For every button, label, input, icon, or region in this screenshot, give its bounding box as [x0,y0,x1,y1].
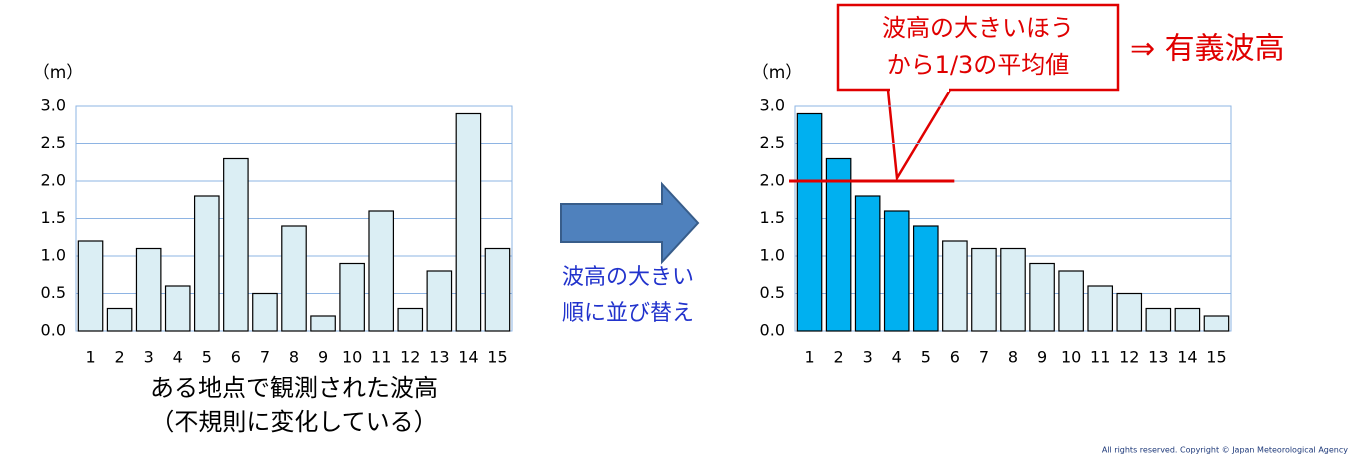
x-tick-label: 9 [1037,348,1047,367]
callout-text: 波高の大きいほう [882,14,1074,42]
y-tick-label: 2.0 [760,171,785,190]
x-tick-label: 3 [144,348,154,367]
x-tick-label: 8 [289,348,299,367]
x-tick-label: 15 [487,348,507,367]
x-tick-label: 4 [173,348,183,367]
bar [1203,315,1230,332]
y-tick-label: 1.0 [760,246,785,265]
y-tick-label: 2.0 [41,171,66,190]
x-tick-label: 7 [260,348,270,367]
caption: ある地点で観測された波高 [150,374,438,402]
arrow [560,181,700,265]
x-tick-label: 15 [1206,348,1226,367]
bar [310,315,336,332]
y-axis-label: （m） [752,63,803,83]
x-tick-label: 7 [979,348,989,367]
bar [455,112,482,332]
bar [252,292,278,332]
x-tick-label: 2 [834,348,844,367]
y-tick-label: 1.5 [760,208,785,227]
x-tick-label: 9 [318,348,328,367]
x-tick-label: 6 [950,348,960,367]
bar [796,112,823,332]
y-tick-label: 3.0 [760,96,785,115]
x-tick-label: 1 [85,348,95,367]
result-label: ⇒ 有義波高 [1130,32,1285,67]
x-tick-label: 1 [804,348,814,367]
callout-gap [890,86,949,92]
bar [1087,285,1114,332]
callout-pointer [886,89,952,182]
x-tick-label: 4 [892,348,902,367]
bar [1058,270,1084,332]
bar [883,210,910,332]
x-tick-label: 13 [429,348,449,367]
x-tick-label: 12 [1119,348,1139,367]
y-tick-label: 0.5 [760,283,785,302]
bar [106,307,133,332]
bar [397,307,424,332]
y-tick-label: 1.0 [41,246,66,265]
bar [77,240,104,332]
bar [164,285,191,332]
bar [971,247,997,332]
bar [854,195,881,332]
bar [368,210,395,332]
y-tick-label: 1.5 [41,208,66,227]
bar [1174,307,1201,332]
bar [1000,247,1026,332]
y-tick-label: 2.5 [41,133,66,152]
x-tick-label: 3 [863,348,873,367]
x-tick-label: 10 [1061,348,1081,367]
caption: （不規則に変化している） [150,408,437,436]
x-tick-label: 12 [400,348,420,367]
bar [912,225,939,332]
bar [223,157,249,332]
x-tick-label: 11 [1090,348,1110,367]
y-tick-label: 0.0 [760,321,785,340]
x-tick-label: 14 [1177,348,1197,367]
x-tick-label: 10 [342,348,362,367]
bar [135,247,162,332]
x-tick-label: 5 [202,348,212,367]
x-tick-label: 6 [231,348,241,367]
y-tick-label: 0.0 [41,321,66,340]
bar [1145,307,1172,332]
bar [426,270,453,332]
y-tick-label: 0.5 [41,283,66,302]
bar [193,195,220,332]
bar [825,157,852,332]
bar [1029,262,1055,332]
x-tick-label: 14 [458,348,478,367]
bar [281,225,307,332]
x-tick-label: 5 [921,348,931,367]
y-tick-label: 2.5 [760,133,785,152]
x-tick-label: 8 [1008,348,1018,367]
callout-box [836,3,1120,92]
bar [484,247,511,332]
x-tick-label: 13 [1148,348,1168,367]
bar [942,240,968,332]
y-tick-label: 3.0 [41,96,66,115]
x-tick-label: 11 [371,348,391,367]
copyright: All rights reserved. Copyright © Japan M… [1102,446,1348,455]
bar [1116,292,1143,332]
x-tick-label: 2 [115,348,125,367]
y-axis-label: （m） [33,63,84,83]
callout-text: から1/3の平均値 [887,51,1070,79]
arrow-label: 順に並び替え [562,301,694,326]
arrow-label: 波高の大きい [562,265,694,290]
bar [339,262,365,332]
